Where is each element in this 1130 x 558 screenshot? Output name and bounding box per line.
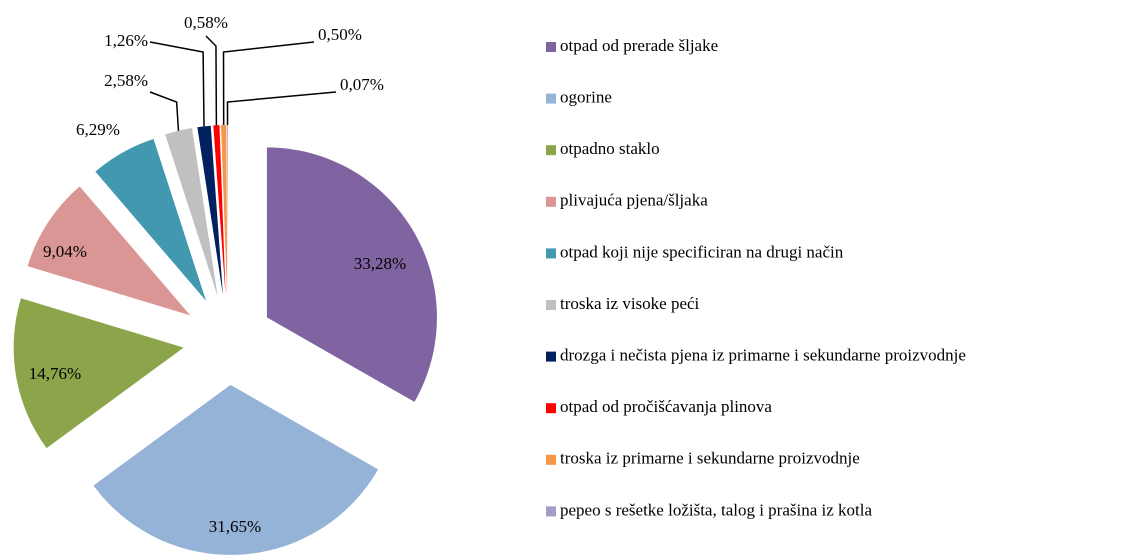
legend-label: drozga i nečista pjena iz primarne i sek…: [560, 346, 966, 365]
leader-line: [222, 41, 315, 126]
legend-swatch: [546, 145, 556, 156]
pie-slice: [13, 298, 184, 449]
pie-slice: [221, 125, 228, 296]
leader-line: [149, 41, 205, 127]
leader-line: [205, 35, 218, 126]
pie-slice: [93, 384, 379, 555]
data-label: 0,50%: [318, 25, 362, 44]
data-label: 33,28%: [354, 254, 406, 273]
legend-swatch: [546, 403, 556, 414]
legend-swatch: [546, 300, 556, 310]
legend-label: otpad od prerade šljake: [560, 36, 718, 55]
data-label: 1,26%: [104, 31, 148, 50]
data-label: 14,76%: [29, 364, 81, 383]
legend-swatch: [546, 196, 556, 207]
legend-label: troska iz primarne i sekundarne proizvod…: [560, 449, 860, 468]
pie-slice: [213, 125, 226, 296]
legend-label: otpad koji nije specificiran na drugi na…: [560, 242, 844, 261]
legend-swatch: [546, 42, 556, 52]
legend-swatch: [546, 454, 556, 465]
legend-label: troska iz visoke peći: [560, 294, 700, 313]
legend-label: ogorine: [560, 88, 612, 107]
data-label: 0,07%: [340, 75, 384, 94]
legend-swatch: [546, 248, 556, 259]
legend-label: pepeo s rešetke ložišta, talog i prašina…: [560, 500, 872, 519]
pie-slice: [227, 125, 228, 296]
data-label: 9,04%: [43, 242, 87, 261]
legend-label: plivajuća pjena/šljaka: [560, 191, 708, 210]
leader-line: [149, 91, 180, 131]
data-label: 0,58%: [184, 13, 228, 32]
pie-slice: [95, 139, 206, 301]
data-label: 2,58%: [104, 71, 148, 90]
pie-slice: [165, 128, 218, 297]
data-label: 6,29%: [76, 120, 120, 139]
leader-line: [226, 91, 337, 126]
pie-slice: [266, 147, 437, 402]
legend-label: otpad od pročišćavanja plinova: [560, 397, 772, 416]
data-label: 31,65%: [209, 517, 261, 536]
pie-slice: [27, 186, 191, 316]
legend-swatch: [546, 506, 556, 517]
legend-swatch: [546, 351, 556, 362]
legend-label: otpadno staklo: [560, 139, 660, 158]
pie-slice: [197, 125, 223, 296]
legend-swatch: [546, 93, 556, 104]
